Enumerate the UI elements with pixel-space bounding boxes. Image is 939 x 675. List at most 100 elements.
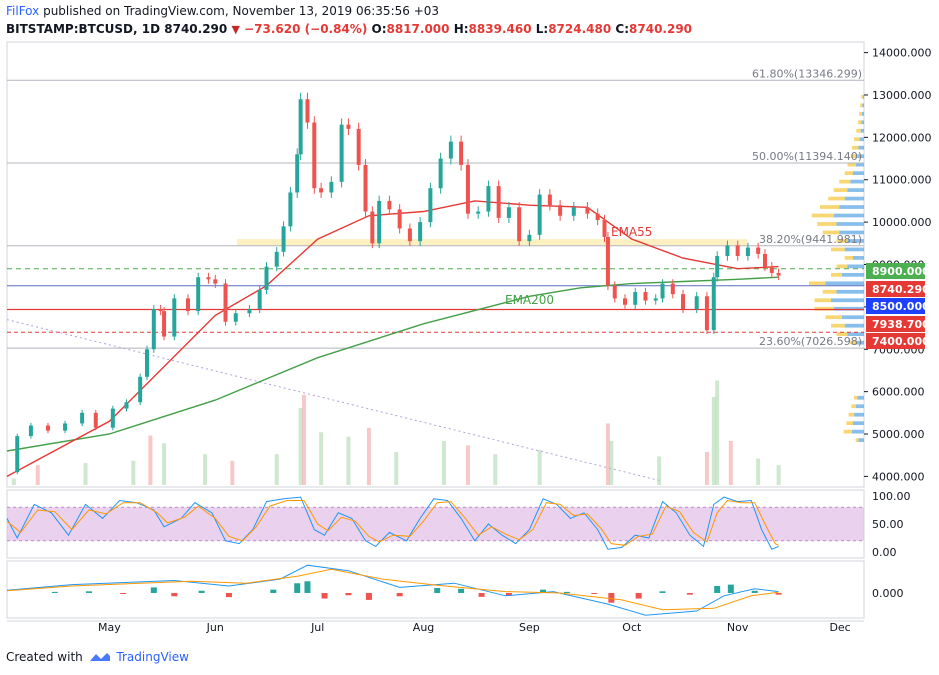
macd-histogram-bar: [458, 588, 465, 593]
candle-body: [138, 376, 143, 403]
macd-histogram-bar: [345, 592, 352, 596]
month-label: Sep: [519, 621, 540, 634]
volume-profile-bar: [854, 137, 860, 142]
volume-profile-bar: [831, 298, 864, 303]
publisher-name[interactable]: FilFox: [6, 4, 40, 18]
high-label: H:: [453, 22, 469, 36]
price-axis-label: 14000.000: [872, 47, 932, 60]
volume-profile-bar: [847, 332, 864, 337]
candle-body: [15, 436, 20, 473]
candle-body: [704, 296, 709, 331]
month-label: Nov: [727, 621, 749, 634]
volume-profile-bar: [855, 340, 864, 345]
macd-signal-line: [6, 568, 779, 611]
volume-profile-bar: [851, 429, 864, 434]
candle-body: [264, 266, 269, 290]
volume-profile-bar: [847, 264, 864, 269]
ema200-line: [6, 276, 779, 452]
price-badge-label: 7400.000: [872, 335, 930, 348]
tradingview-brand[interactable]: TradingView: [116, 650, 189, 664]
volume-profile-bar: [822, 289, 837, 294]
volume-profile-bar: [843, 429, 852, 434]
volume-profile-bar: [844, 247, 864, 252]
candle-body: [363, 164, 368, 212]
down-triangle-icon: ▼: [231, 23, 240, 36]
month-label: Aug: [413, 621, 434, 634]
volume-profile-bar: [825, 315, 842, 320]
macd-histogram-bar: [396, 592, 403, 597]
volume-profile-bar: [844, 196, 864, 201]
candle-body: [558, 205, 563, 216]
candle-body: [319, 188, 324, 193]
macd-histogram-bar: [225, 592, 232, 598]
candle-body: [643, 292, 648, 301]
candle-body: [476, 211, 481, 214]
volume-profile-bar: [850, 340, 856, 345]
macd-histogram-bar: [304, 581, 311, 593]
macd-histogram-bar: [591, 592, 598, 594]
candle-body: [715, 256, 720, 278]
month-label: Dec: [829, 621, 850, 634]
candle-body: [585, 207, 590, 214]
resistance-zone: [237, 239, 747, 246]
candle-body: [387, 200, 392, 210]
volume-bar: [776, 465, 781, 485]
volume-bar: [274, 454, 279, 485]
volume-profile-bar: [822, 230, 840, 235]
volume-profile-bar: [831, 272, 842, 277]
price-badge: [866, 281, 925, 297]
volume-profile-bar: [857, 395, 864, 400]
volume-profile-bar: [833, 213, 864, 218]
macd-histogram-bar: [540, 589, 547, 593]
fib-level-label: 61.80%(13346.299): [752, 67, 862, 80]
price-badge-label: 8900.000: [872, 265, 930, 278]
candle-body: [756, 247, 761, 254]
candle-body: [517, 207, 522, 242]
candle-body: [496, 186, 501, 218]
volume-bar: [394, 452, 399, 485]
candle-body: [725, 245, 730, 257]
volume-bar: [35, 465, 40, 485]
macd-histogram-bar: [686, 592, 693, 595]
macd-histogram-bar: [198, 590, 205, 593]
volume-profile-bar: [825, 281, 864, 286]
close-label: C:: [615, 22, 630, 36]
price-axis-label: 13000.000: [872, 89, 932, 102]
candle-body: [329, 181, 334, 193]
candle-body: [735, 245, 740, 257]
price-axis-label: 12000.000: [872, 131, 932, 144]
volume-profile-bar: [857, 120, 862, 125]
candle-body: [158, 309, 163, 312]
candle-body: [547, 194, 552, 206]
volume-profile-bar: [831, 323, 845, 328]
price-change: −73.620 (−0.84%): [244, 22, 368, 36]
macd-histogram-bar: [635, 592, 642, 599]
volume-profile-bar: [860, 103, 863, 108]
volume-profile-bar: [842, 272, 864, 277]
candle-body: [459, 141, 464, 165]
volume-bar: [715, 380, 720, 485]
candle-body: [762, 253, 767, 267]
volume-bar: [605, 423, 610, 485]
price-axis-label: 6000.000: [872, 386, 925, 399]
volume-profile-bar: [851, 145, 859, 150]
macd-histogram-bar: [659, 591, 666, 593]
candle-body: [407, 228, 412, 242]
candle-body: [28, 425, 33, 437]
candle-body: [418, 222, 423, 242]
volume-bar: [728, 441, 733, 485]
volume-profile-bar: [854, 412, 864, 417]
candle-body: [670, 283, 675, 295]
candle-body: [93, 412, 98, 428]
candle-body: [247, 309, 252, 314]
fib-level-label: 50.00%(11394.140): [752, 150, 862, 163]
candle-body: [305, 99, 310, 123]
volume-profile-bar: [844, 256, 853, 260]
macd-histogram-bar: [751, 590, 758, 593]
volume-profile-bar: [839, 230, 864, 235]
candle-body: [602, 220, 607, 237]
close-value: 8740.290: [629, 22, 693, 36]
candle-body: [622, 298, 627, 305]
volume-bar: [346, 436, 351, 485]
